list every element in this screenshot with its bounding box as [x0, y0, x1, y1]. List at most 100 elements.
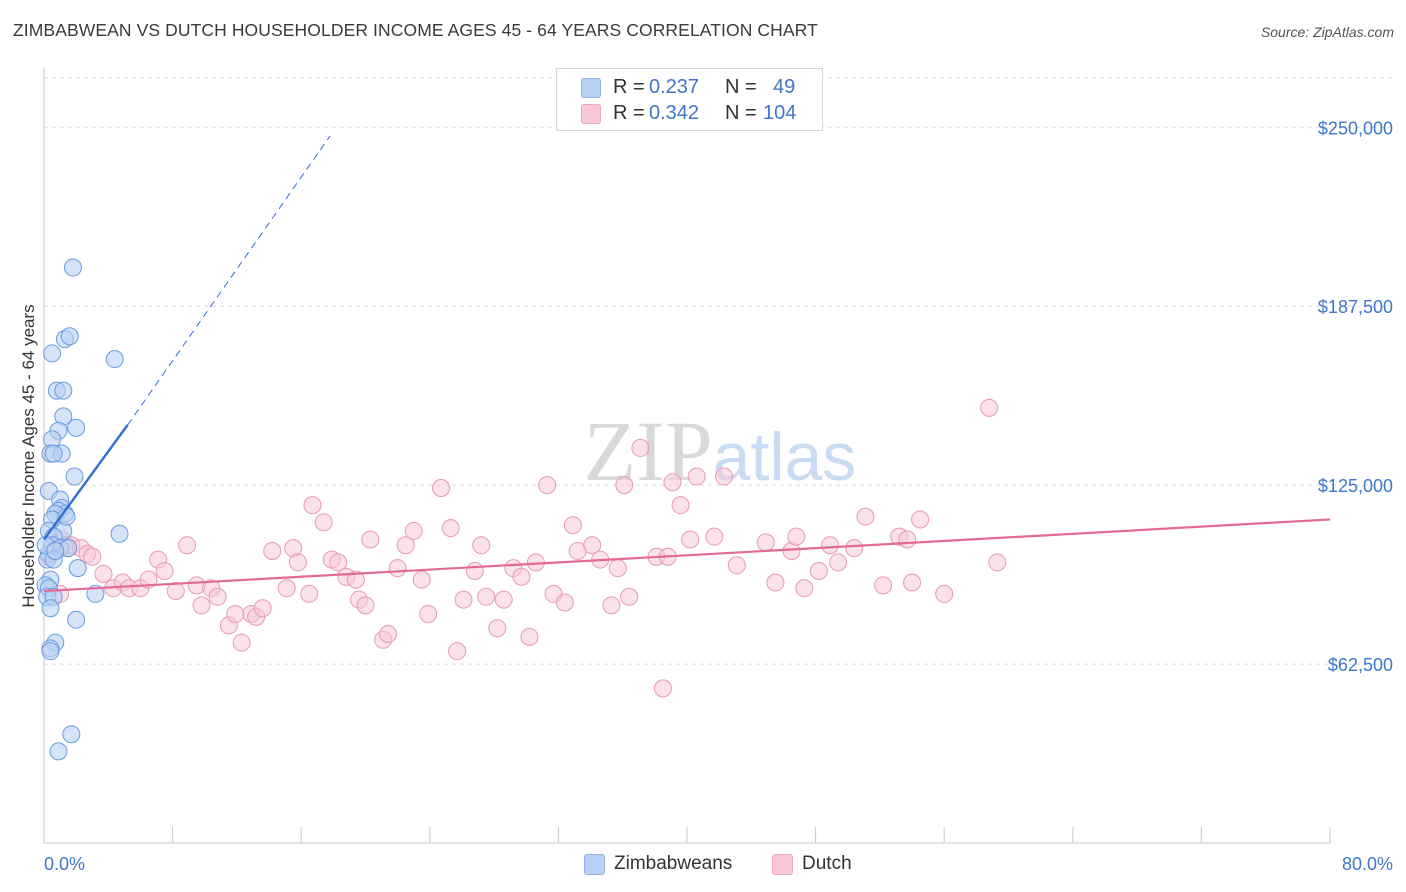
dutch-point — [454, 590, 473, 609]
dutch-point — [845, 539, 864, 558]
dutch-point — [714, 467, 733, 486]
dutch-point — [727, 556, 746, 575]
dutch-point — [94, 564, 113, 583]
y-tick-label: $250,000 — [1318, 118, 1393, 138]
dutch-point — [192, 596, 211, 615]
legend-swatch-pink — [581, 104, 601, 124]
dutch-point — [787, 527, 806, 546]
dutch-point — [396, 536, 415, 555]
zimbabwean-trend-line — [43, 424, 129, 541]
legend-r-label: R = — [613, 76, 645, 98]
dutch-point — [346, 570, 365, 589]
bottom-legend-swatch-pink — [772, 854, 793, 875]
dutch-point — [631, 438, 650, 457]
dutch-point — [329, 553, 348, 572]
dutch-point — [653, 679, 672, 698]
dutch-point — [911, 510, 930, 529]
zimbabwean-point — [86, 584, 105, 603]
dutch-point — [687, 467, 706, 486]
legend-n-value: 49 — [773, 76, 796, 98]
dutch-point — [226, 604, 245, 623]
dutch-point — [83, 547, 102, 566]
watermark: ZIPatlas — [584, 403, 857, 499]
dutch-point — [856, 507, 875, 526]
zimbabwean-point — [67, 610, 86, 629]
dutch-point — [903, 573, 922, 592]
dutch-point — [494, 590, 513, 609]
dutch-point — [681, 530, 700, 549]
trend-layer — [43, 135, 1331, 593]
dutch-point — [472, 536, 491, 555]
dutch-point — [465, 562, 484, 581]
zimbabwean-point — [49, 742, 68, 761]
dutch-point — [705, 527, 724, 546]
legend-r-label: R = — [613, 102, 645, 124]
dutch-point — [555, 593, 574, 612]
y-tick-label: $187,500 — [1318, 297, 1393, 317]
dutch-point — [388, 559, 407, 578]
zimbabwean-trend-extension — [127, 135, 331, 426]
dutch-point — [898, 530, 917, 549]
dutch-point — [314, 513, 333, 532]
dutch-point — [379, 625, 398, 644]
dutch-point — [663, 473, 682, 492]
dutch-point — [432, 478, 451, 497]
dutch-point — [412, 570, 431, 589]
dutch-point — [980, 398, 999, 417]
dutch-point — [232, 633, 251, 652]
zimbabwean-point — [41, 599, 60, 618]
zimbabwean-point — [63, 258, 82, 277]
grid-layer — [44, 77, 1395, 665]
x-tick-label: 0.0% — [44, 854, 85, 874]
dutch-point — [756, 533, 775, 552]
dutch-point — [615, 476, 634, 495]
zimbabwean-point — [105, 350, 124, 369]
legend-n-value: 104 — [763, 102, 797, 124]
dutch-point — [208, 587, 227, 606]
dutch-point — [441, 519, 460, 538]
dutch-point — [935, 584, 954, 603]
chart-title: ZIMBABWEAN VS DUTCH HOUSEHOLDER INCOME A… — [13, 20, 818, 40]
legend-row-zimbabweans: R = 0.237 N = 49 — [557, 75, 822, 99]
dutch-point — [620, 587, 639, 606]
dutch-point — [602, 596, 621, 615]
dutch-point — [512, 567, 531, 586]
legend-row-dutch: R = 0.342 N = 104 — [557, 101, 822, 125]
legend-r-value: 0.237 — [649, 76, 700, 98]
zimbabwean-point — [62, 725, 81, 744]
dutch-point — [356, 596, 375, 615]
dutch-point — [448, 642, 467, 661]
legend-n-label: N = — [725, 102, 757, 124]
bottom-legend-label: Dutch — [802, 853, 852, 874]
x-tick-label: 80.0% — [1342, 854, 1393, 874]
dutch-point — [520, 627, 539, 646]
zimbabwean-point — [67, 418, 86, 437]
y-tick-label: $125,000 — [1318, 476, 1393, 496]
dutch-point — [563, 516, 582, 535]
dutch-point — [821, 536, 840, 555]
dutch-point — [766, 573, 785, 592]
dutch-point — [477, 587, 496, 606]
y-tick-label: $62,500 — [1328, 655, 1393, 675]
legend-r-value: 0.342 — [649, 102, 700, 124]
dutch-point — [795, 579, 814, 598]
dutch-point — [583, 536, 602, 555]
dutch-point — [988, 553, 1007, 572]
stats-legend: R = 0.237 N = 49 R = 0.342 N = 104 — [556, 68, 823, 131]
dutch-point — [829, 553, 848, 572]
legend-n-label: N = — [725, 76, 757, 98]
zimbabwean-point — [46, 541, 65, 560]
bottom-legend-swatch-blue — [584, 854, 605, 875]
zimbabwean-point — [68, 559, 87, 578]
dutch-point — [155, 562, 174, 581]
zimbabwean-point — [54, 381, 73, 400]
dutch-point — [300, 584, 319, 603]
zimbabwean-points — [36, 258, 129, 761]
dutch-point — [488, 619, 507, 638]
dutch-point — [538, 476, 557, 495]
dutch-point — [166, 582, 185, 601]
zimbabwean-point — [110, 524, 129, 543]
zimbabwean-point — [44, 444, 63, 463]
dutch-point — [277, 579, 296, 598]
